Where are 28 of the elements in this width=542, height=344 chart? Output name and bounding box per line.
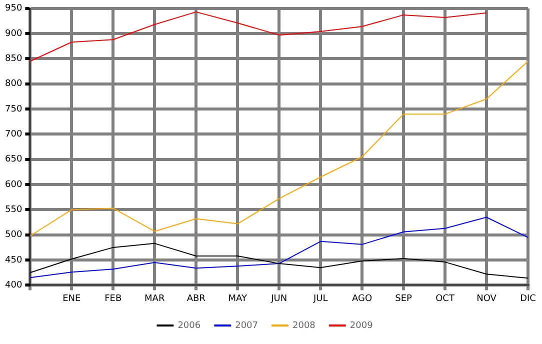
y-tick-label: 550 <box>4 205 22 216</box>
x-tick-label: MAY <box>228 294 248 304</box>
x-tick-label: NOV <box>476 294 498 304</box>
y-tick-label: 650 <box>4 154 22 165</box>
y-tick-label: 900 <box>4 28 22 39</box>
y-tick-label: 750 <box>4 104 22 114</box>
y-tick-label: 800 <box>4 79 22 90</box>
legend-label: 2008 <box>292 320 316 331</box>
x-tick-label: DIC <box>520 294 536 304</box>
legend-label: 2007 <box>235 320 258 331</box>
x-tick-label: OCT <box>436 294 455 304</box>
y-tick-label: 400 <box>4 280 22 291</box>
y-tick-label: 600 <box>4 180 22 190</box>
x-tick-label: FEB <box>104 294 122 304</box>
x-tick-label: ABR <box>186 294 206 304</box>
y-tick-label: 450 <box>4 255 22 266</box>
y-tick-label: 500 <box>4 230 22 240</box>
x-tick-label: AGO <box>352 294 372 304</box>
legend-label: 2006 <box>178 320 201 331</box>
x-tick-label: JUL <box>312 294 328 304</box>
x-tick-label: SEP <box>395 294 413 304</box>
y-tick-label: 950 <box>4 4 22 14</box>
x-tick-label: ENE <box>62 294 82 304</box>
y-tick-label: 850 <box>4 54 22 64</box>
y-tick-label: 700 <box>4 130 22 140</box>
x-tick-label: MAR <box>144 294 165 304</box>
legend-label: 2009 <box>350 320 374 331</box>
x-tick-label: JUN <box>270 294 288 304</box>
